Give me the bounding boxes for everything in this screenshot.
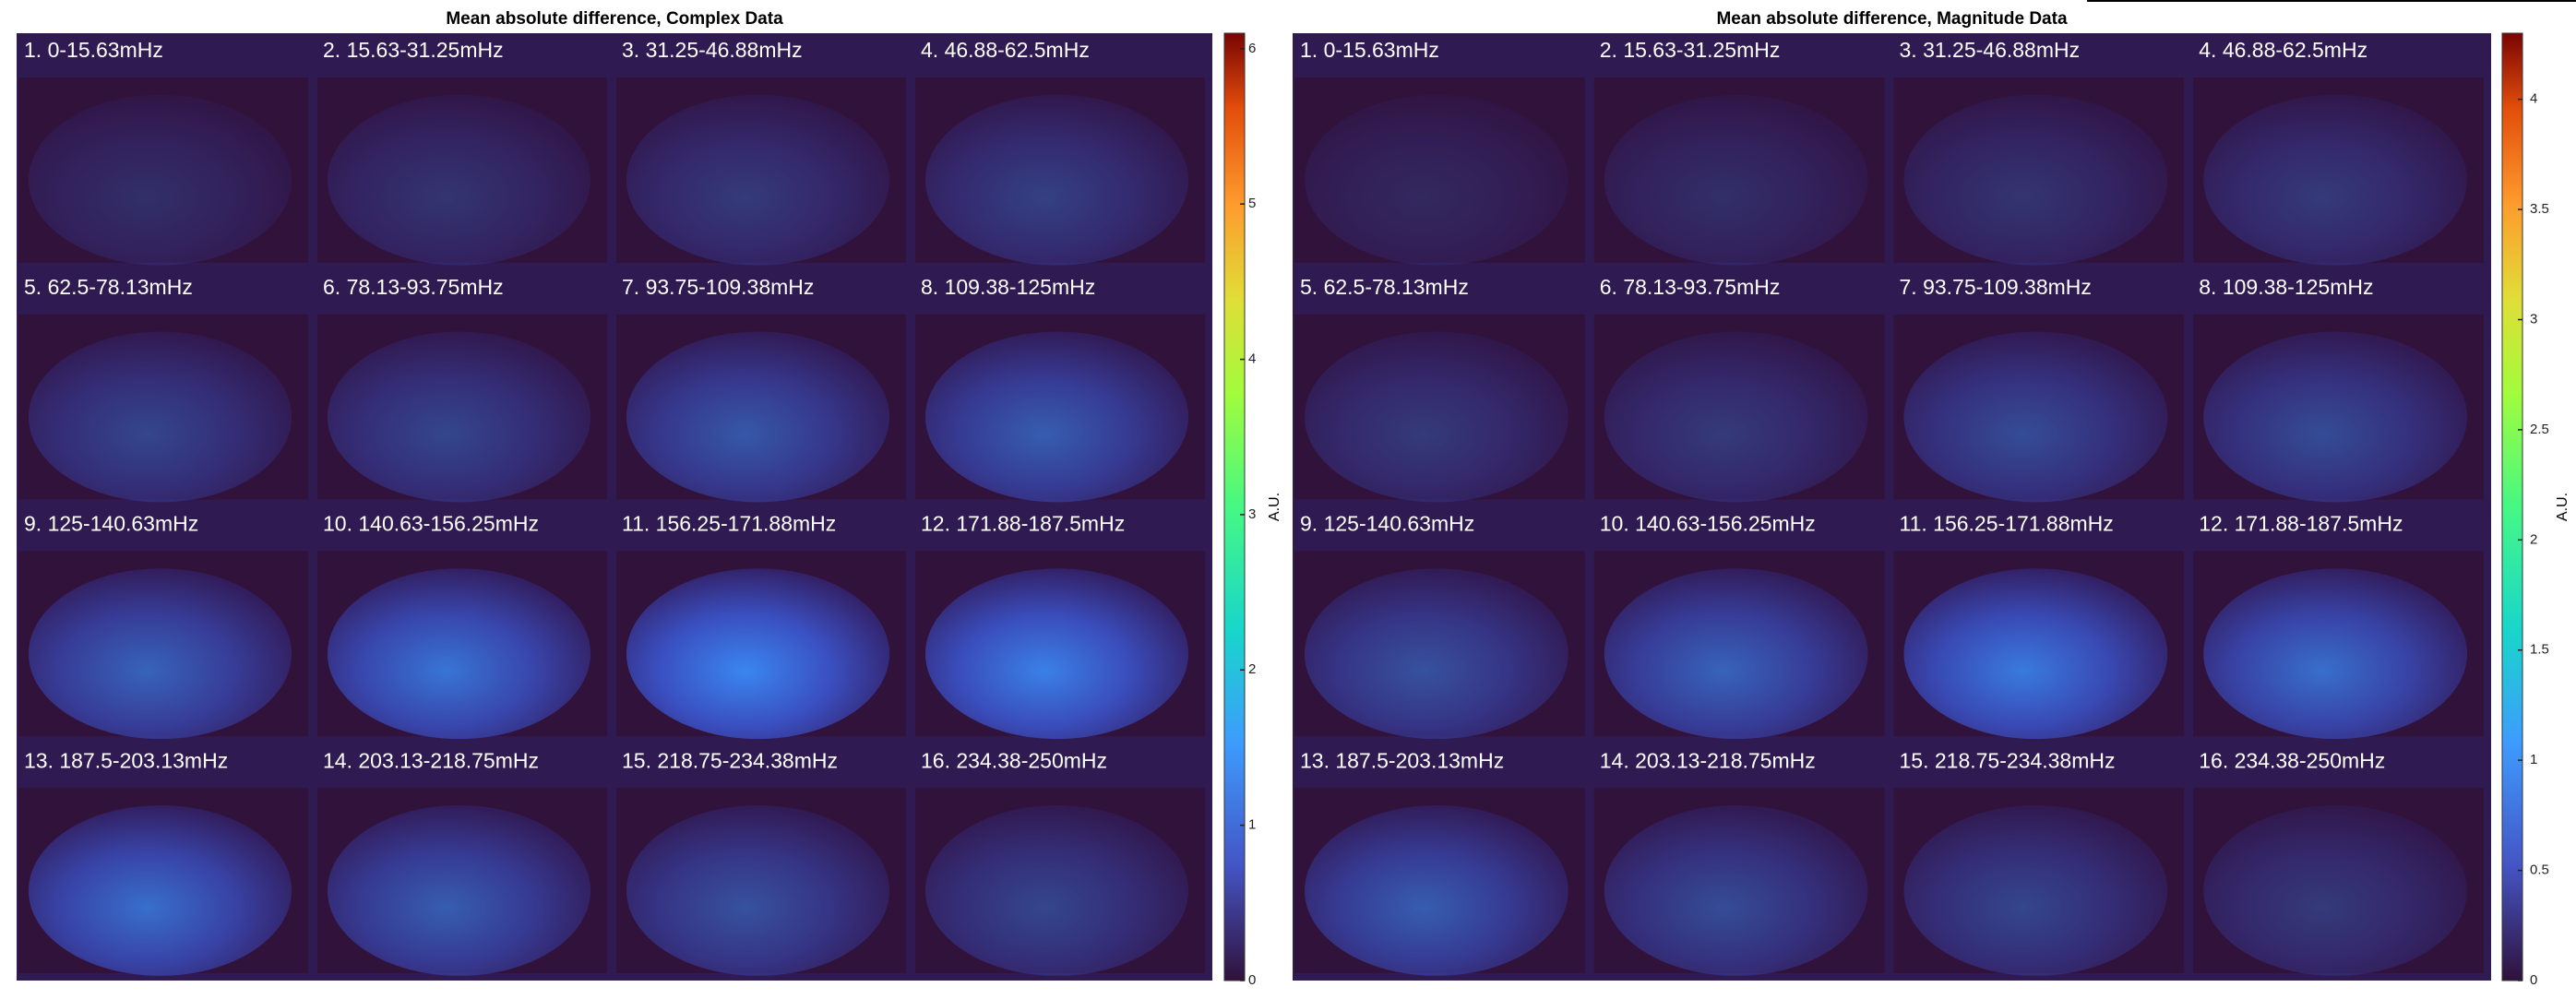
colorbar-tick-label: 4 — [2530, 91, 2537, 107]
brain-slice — [2203, 805, 2468, 976]
panel-label: 1. 0-15.63mHz — [1300, 38, 1439, 62]
panel-label: 12. 171.88-187.5mHz — [921, 512, 1125, 536]
panel-label: 5. 62.5-78.13mHz — [24, 275, 193, 299]
panel-label: 4. 46.88-62.5mHz — [921, 38, 1090, 62]
brain-slice — [327, 94, 591, 266]
colorbar-label: A.U. — [1267, 493, 1282, 521]
brain-slice — [1604, 805, 1868, 976]
brain-slice — [1304, 568, 1568, 740]
panel-label: 3. 31.25-46.88mHz — [622, 38, 803, 62]
brain-slice — [924, 805, 1189, 976]
brain-slice — [2203, 331, 2468, 503]
brain-slice — [1304, 331, 1568, 503]
panel-label: 7. 93.75-109.38mHz — [1900, 275, 2092, 299]
brain-slice — [1903, 94, 2168, 266]
panel-label: 3. 31.25-46.88mHz — [1900, 38, 2081, 62]
brain-slice — [327, 331, 591, 503]
panel-label: 13. 187.5-203.13mHz — [24, 748, 228, 772]
brain-slice — [924, 568, 1189, 740]
panel-label: 11. 156.25-171.88mHz — [1900, 512, 2114, 536]
panel-label: 16. 234.38-250mHz — [2199, 748, 2385, 772]
panel-label: 6. 78.13-93.75mHz — [1600, 275, 1781, 299]
panel-label: 10. 140.63-156.25mHz — [323, 512, 539, 536]
brain-slice — [924, 94, 1189, 266]
panel-label: 6. 78.13-93.75mHz — [323, 275, 504, 299]
colorbar-label: A.U. — [2555, 493, 2570, 521]
colorbar-tick-label: 3 — [1248, 506, 1256, 522]
colorbar-tick-label: 3.5 — [2530, 201, 2549, 217]
brain-slice — [1304, 94, 1568, 266]
panel-label: 12. 171.88-187.5mHz — [2199, 512, 2403, 536]
colorbar-tick-label: 0.5 — [2530, 862, 2549, 878]
chart-title: Mean absolute difference, Magnitude Data — [1716, 9, 2067, 29]
panel-label: 4. 46.88-62.5mHz — [2199, 38, 2367, 62]
panel-label: 15. 218.75-234.38mHz — [1900, 748, 2116, 772]
colorbar — [1223, 32, 1246, 981]
colorbar — [2501, 32, 2523, 981]
panel-label: 2. 15.63-31.25mHz — [1600, 38, 1781, 62]
panel-label: 15. 218.75-234.38mHz — [622, 748, 838, 772]
panel-label: 9. 125-140.63mHz — [1300, 512, 1474, 536]
colorbar-tick-label: 1 — [1248, 817, 1256, 833]
brain-slice — [28, 805, 292, 976]
panel-label: 16. 234.38-250mHz — [921, 748, 1107, 772]
panel-label: 8. 109.38-125mHz — [921, 275, 1095, 299]
brain-slice — [28, 568, 292, 740]
brain-slice — [626, 568, 890, 740]
colorbar-tick-label: 2.5 — [2530, 422, 2549, 437]
brain-slice — [1604, 94, 1868, 266]
brain-slice — [1903, 331, 2168, 503]
brain-slice — [626, 94, 890, 266]
colorbar-tick-label: 0 — [1248, 972, 1256, 988]
brain-slice — [1304, 805, 1568, 976]
brain-slice — [2203, 94, 2468, 266]
brain-slice — [28, 94, 292, 266]
colorbar-tick-label: 1.5 — [2530, 642, 2549, 658]
brain-slice — [924, 331, 1189, 503]
brain-slice — [327, 805, 591, 976]
panel-label: 9. 125-140.63mHz — [24, 512, 198, 536]
panel-label: 13. 187.5-203.13mHz — [1300, 748, 1504, 772]
brain-slice — [1604, 568, 1868, 740]
brain-slice — [626, 805, 890, 976]
chart-title: Mean absolute difference, Complex Data — [446, 9, 783, 29]
panel-label: 10. 140.63-156.25mHz — [1600, 512, 1816, 536]
brain-slice — [1604, 331, 1868, 503]
brain-slice — [1903, 568, 2168, 740]
brain-slice — [626, 331, 890, 503]
colorbar-tick-label: 5 — [1248, 196, 1256, 211]
brain-slice — [327, 568, 591, 740]
panel-label: 14. 203.13-218.75mHz — [1600, 748, 1816, 772]
panel-label: 7. 93.75-109.38mHz — [622, 275, 814, 299]
colorbar-tick-label: 4 — [1248, 351, 1256, 367]
brain-slice — [1903, 805, 2168, 976]
panel-label: 5. 62.5-78.13mHz — [1300, 275, 1469, 299]
panel-label: 14. 203.13-218.75mHz — [323, 748, 539, 772]
colorbar-tick-label: 1 — [2530, 752, 2537, 767]
colorbar-tick-label: 3 — [2530, 311, 2537, 327]
panel-label: 11. 156.25-171.88mHz — [622, 512, 836, 536]
colorbar-tick-label: 6 — [1248, 41, 1256, 56]
colorbar-tick-label: 2 — [2530, 531, 2537, 547]
colorbar-tick-label: 0 — [2530, 972, 2537, 988]
colorbar-tick-label: 2 — [1248, 661, 1256, 677]
brain-slice — [2203, 568, 2468, 740]
panel-label: 2. 15.63-31.25mHz — [323, 38, 504, 62]
panel-label: 8. 109.38-125mHz — [2199, 275, 2373, 299]
panel-label: 1. 0-15.63mHz — [24, 38, 163, 62]
brain-slice — [28, 331, 292, 503]
